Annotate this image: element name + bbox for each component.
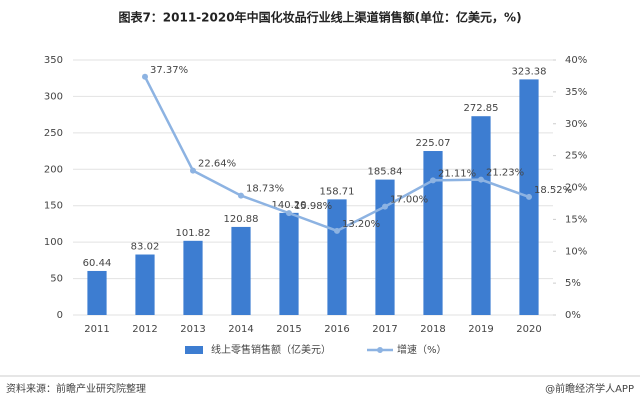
bar: [135, 254, 155, 315]
legend-label: 线上零售销售额（亿美元）: [211, 343, 331, 356]
y-tick-label: 150: [44, 201, 63, 212]
bar-value-label: 120.88: [224, 214, 259, 225]
y2-tick-label: 40%: [565, 55, 587, 66]
bar: [183, 240, 203, 315]
bar: [87, 270, 107, 315]
y-tick-label: 250: [44, 128, 63, 139]
bar-value-label: 83.02: [131, 242, 160, 253]
line-value-label: 15.98%: [294, 201, 332, 212]
legend-swatch: [185, 346, 203, 354]
chart-title: 图表7：2011-2020年中国化妆品行业线上渠道销售额(单位：亿美元，%): [118, 10, 521, 25]
x-tick-label: 2011: [84, 324, 109, 335]
bar-value-label: 272.85: [464, 103, 499, 114]
source-note: 资料来源：前瞻产业研究院整理: [6, 382, 146, 395]
y-tick-label: 100: [44, 237, 63, 248]
y2-tick-label: 0%: [565, 310, 581, 321]
line-point: [526, 193, 532, 200]
line-value-label: 18.52%: [534, 185, 572, 196]
bar: [471, 116, 491, 315]
line-value-label: 17.00%: [390, 195, 428, 206]
bar-value-label: 60.44: [83, 258, 112, 269]
line-point: [478, 176, 484, 183]
bar: [375, 179, 395, 315]
line-point: [238, 192, 244, 199]
y-tick-label: 0: [57, 310, 63, 321]
bar-value-label: 140.20: [272, 200, 307, 211]
y2-tick-label: 10%: [565, 246, 587, 257]
line-point: [142, 73, 148, 80]
line-point: [430, 177, 436, 184]
line-value-label: 37.37%: [150, 65, 188, 76]
bar: [231, 226, 251, 315]
y-tick-label: 200: [44, 164, 63, 175]
y2-tick-label: 30%: [565, 119, 587, 130]
x-tick-label: 2013: [180, 324, 205, 335]
y2-tick-label: 20%: [565, 183, 587, 194]
x-tick-label: 2020: [516, 324, 541, 335]
line-point: [190, 167, 196, 174]
y-tick-label: 350: [44, 55, 63, 66]
line-value-label: 13.20%: [342, 219, 380, 230]
x-tick-label: 2012: [132, 324, 157, 335]
legend-label: 增速（%）: [397, 343, 447, 356]
x-tick-label: 2015: [276, 324, 301, 335]
x-tick-label: 2018: [420, 324, 445, 335]
x-tick-label: 2019: [468, 324, 493, 335]
credit: @前瞻经济学人APP: [545, 382, 634, 395]
bar-value-label: 101.82: [176, 228, 211, 239]
y-tick-label: 50: [50, 274, 63, 285]
bar: [423, 151, 443, 315]
bar: [279, 212, 299, 315]
bar-value-label: 185.84: [368, 167, 403, 178]
line-value-label: 18.73%: [246, 184, 284, 195]
line-point: [286, 210, 292, 217]
bar-value-label: 225.07: [416, 138, 451, 149]
y2-tick-label: 35%: [565, 87, 587, 98]
bar-value-label: 158.71: [320, 186, 355, 197]
y2-tick-label: 15%: [565, 214, 587, 225]
y-tick-label: 300: [44, 91, 63, 102]
line-value-label: 22.64%: [198, 159, 236, 170]
y2-tick-label: 25%: [565, 151, 587, 162]
x-tick-label: 2016: [324, 324, 349, 335]
line-value-label: 21.23%: [486, 168, 524, 179]
line-value-label: 21.11%: [438, 168, 476, 179]
x-tick-label: 2014: [228, 324, 253, 335]
legend-swatch: [377, 347, 383, 353]
bar-value-label: 323.38: [512, 66, 547, 77]
x-tick-label: 2017: [372, 324, 397, 335]
bar: [327, 199, 347, 315]
line-point: [382, 203, 388, 210]
line-point: [334, 227, 340, 234]
y2-tick-label: 5%: [565, 278, 581, 289]
